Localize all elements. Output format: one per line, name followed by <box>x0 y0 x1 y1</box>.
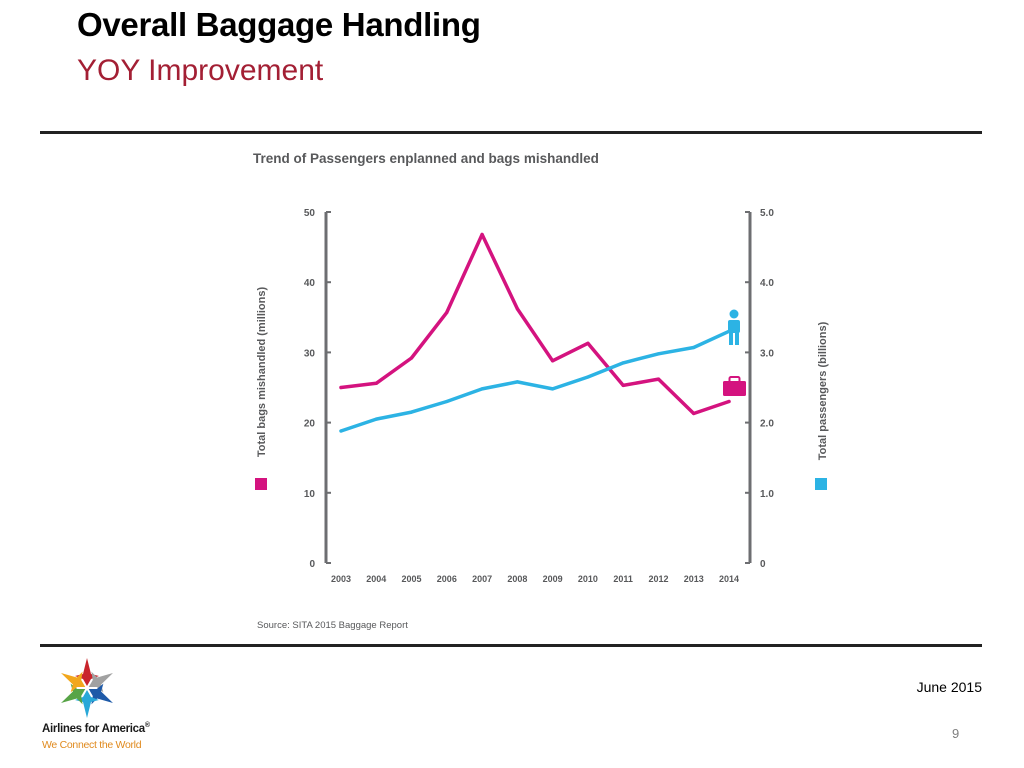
x-axis-tick-label: 2010 <box>578 574 598 584</box>
x-axis-tick-label: 2007 <box>472 574 492 584</box>
right-axis-tick-label: 5.0 <box>760 208 774 219</box>
left-axis-tick-label: 30 <box>304 348 316 359</box>
slide-date: June 2015 <box>916 679 982 695</box>
left-axis-tick-label: 0 <box>309 559 315 570</box>
passengers-data-point <box>621 361 625 365</box>
bags-mishandled-data-point <box>409 356 414 360</box>
chart-source: Source: SITA 2015 Baggage Report <box>257 620 408 631</box>
passengers-data-point <box>374 417 378 421</box>
passengers-series-line <box>339 329 731 433</box>
right-axis-tick-label: 1.0 <box>760 489 774 500</box>
x-axis-tick-label: 2009 <box>543 574 563 584</box>
bags-mishandled-data-point <box>480 232 484 237</box>
right-axis: 0 1.0 2.0 3.0 4.0 5.0 <box>745 208 774 570</box>
passengers-data-point <box>515 380 520 384</box>
series-layer <box>339 232 731 433</box>
right-axis-tick-label: 0 <box>760 559 766 570</box>
passengers-data-point <box>445 399 449 404</box>
bags-mishandled-data-point <box>339 385 343 390</box>
x-axis-tick-label: 2008 <box>507 574 527 584</box>
passengers-data-point <box>480 387 484 391</box>
left-axis-tick-label: 10 <box>304 489 316 500</box>
passengers-data-point <box>551 387 555 391</box>
bags-mishandled-series-line <box>339 232 731 416</box>
x-axis-tick-label: 2003 <box>331 574 351 584</box>
bags-mishandled-data-point <box>445 310 449 314</box>
page-number: 9 <box>952 726 960 741</box>
left-axis-tick-label: 40 <box>304 278 316 289</box>
passengers-data-point <box>656 352 661 356</box>
passengers-data-point <box>339 429 343 433</box>
right-axis-tick-label: 4.0 <box>760 278 774 289</box>
person-icon <box>728 309 740 345</box>
x-axis-tick-label: 2004 <box>366 574 386 584</box>
passengers-legend-swatch <box>815 478 827 490</box>
right-axis-label: Total passengers (billions) <box>817 321 829 460</box>
bags-legend-swatch <box>255 478 267 490</box>
slide-title: Overall Baggage Handling <box>77 6 481 43</box>
airlines-for-america-logo: Airlines for America® We Connect the Wor… <box>42 656 192 756</box>
chart-title: Trend of Passengers enplanned and bags m… <box>253 151 599 166</box>
suitcase-icon <box>723 376 746 396</box>
bags-mishandled-data-point <box>551 359 555 363</box>
bags-mishandled-data-point <box>374 381 378 385</box>
slide-subtitle: YOY Improvement <box>77 54 324 87</box>
passengers-data-point <box>409 410 414 414</box>
top-divider <box>40 131 982 134</box>
airplane-star-logo-icon <box>61 658 113 718</box>
passengers-data-point <box>586 375 590 379</box>
bags-mishandled-data-point <box>727 399 731 404</box>
right-axis-tick-label: 2.0 <box>760 419 774 430</box>
bags-mishandled-data-point <box>621 383 625 387</box>
logo-tagline: We Connect the World <box>42 739 142 751</box>
x-axis-tick-label: 2012 <box>648 574 668 584</box>
logo-name: Airlines for America® <box>42 722 150 735</box>
bags-mishandled-data-point <box>515 307 520 311</box>
x-axis-tick-label: 2011 <box>613 574 633 584</box>
left-axis-label: Total bags mishandled (millions) <box>256 287 268 458</box>
x-axis-tick-label: 2006 <box>437 574 457 584</box>
x-axis-tick-label: 2013 <box>684 574 704 584</box>
left-axis-tick-label: 50 <box>304 208 316 219</box>
left-axis: 0 10 20 30 40 50 <box>304 208 331 570</box>
bags-mishandled-data-point <box>656 377 661 381</box>
x-axis-tick-label: 2005 <box>402 574 422 584</box>
bags-mishandled-data-point <box>692 411 696 416</box>
bags-mishandled-data-point <box>586 341 590 345</box>
passengers-data-point <box>692 345 696 350</box>
bottom-divider <box>40 644 982 647</box>
x-axis-tick-label: 2014 <box>719 574 739 584</box>
right-axis-tick-label: 3.0 <box>760 348 774 359</box>
left-axis-tick-label: 20 <box>304 419 316 430</box>
x-axis-ticks: 2003 2004 2005 2006 2007 2008 2009 2010 2011 2012… <box>331 574 739 584</box>
